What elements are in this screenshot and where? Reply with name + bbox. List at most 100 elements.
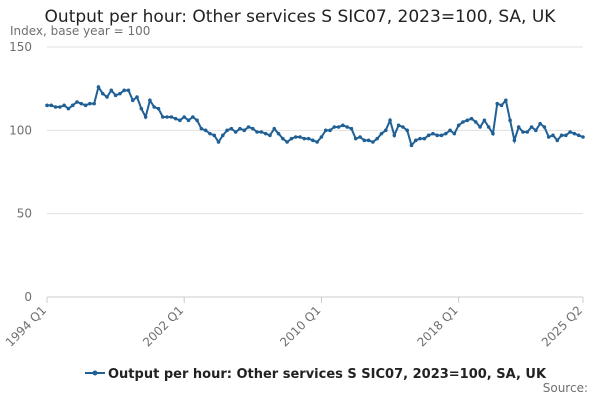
data-point (482, 118, 487, 123)
data-point (538, 121, 542, 126)
data-point (474, 120, 478, 124)
data-point (238, 126, 242, 131)
data-point (401, 125, 405, 129)
data-line (47, 84, 584, 148)
data-point (323, 128, 328, 133)
data-point (208, 131, 212, 136)
data-point (293, 135, 298, 139)
data-point (225, 128, 229, 133)
chart-title: Output per hour: Other services S SIC07,… (45, 7, 557, 27)
data-point (246, 125, 251, 129)
data-point (100, 91, 105, 96)
data-point (92, 101, 96, 106)
data-point (349, 126, 354, 131)
data-point (341, 123, 345, 128)
data-point (255, 130, 259, 134)
data-point (512, 138, 517, 143)
data-point (289, 136, 294, 141)
data-point (182, 115, 187, 119)
data-point (362, 138, 367, 143)
data-point (212, 133, 217, 138)
data-point (53, 105, 58, 109)
y-axis-label: Index, base year = 100 (10, 24, 150, 38)
data-point (62, 103, 66, 108)
data-point (96, 85, 101, 89)
data-point (435, 133, 440, 138)
data-point (345, 125, 349, 129)
data-point (379, 131, 384, 136)
data-point (315, 140, 319, 144)
data-point (332, 125, 337, 129)
x-tick-label: 2002 Q1 (140, 303, 186, 349)
data-point (268, 133, 272, 138)
data-point (88, 101, 92, 106)
data-point (564, 133, 568, 138)
legend-label: Output per hour: Other services S SIC07,… (108, 367, 547, 382)
data-point (542, 125, 547, 129)
data-point (135, 95, 139, 99)
data-point (559, 133, 564, 138)
data-point (139, 106, 144, 111)
data-point (568, 130, 572, 134)
data-point (281, 136, 285, 141)
data-point (469, 116, 474, 121)
y-tick-label: 0 (24, 290, 32, 304)
data-point (452, 131, 457, 136)
data-point (448, 128, 452, 133)
data-point (431, 131, 435, 136)
data-point (122, 88, 126, 93)
y-tick-label: 50 (17, 207, 32, 221)
data-point (409, 143, 414, 148)
data-point (504, 98, 508, 103)
data-point (251, 126, 255, 131)
data-point (396, 123, 401, 128)
data-point (130, 98, 135, 103)
data-point (319, 135, 324, 139)
data-point (336, 125, 341, 129)
data-point (45, 103, 49, 108)
data-point (328, 128, 332, 133)
data-point (555, 138, 560, 143)
data-point (461, 120, 465, 124)
data-point (508, 118, 512, 123)
data-point (105, 95, 109, 99)
data-point (576, 133, 581, 138)
data-point (353, 136, 358, 141)
data-point (551, 133, 555, 138)
data-point (165, 115, 169, 119)
data-point (392, 133, 397, 138)
y-tick-label: 100 (9, 123, 32, 137)
data-point (58, 105, 62, 109)
data-point (358, 135, 362, 139)
data-point (216, 140, 221, 144)
data-point (199, 126, 204, 131)
data-point (203, 128, 208, 133)
legend-marker (92, 370, 98, 376)
data-point (178, 118, 182, 123)
source: Source: (543, 381, 588, 395)
data-point (169, 115, 174, 119)
data-point (306, 136, 311, 141)
data-point (418, 136, 422, 141)
data-point (426, 133, 431, 138)
data-point (173, 116, 178, 121)
data-point (465, 118, 470, 123)
data-point (383, 128, 388, 133)
data-point (456, 123, 461, 128)
data-point (263, 131, 268, 136)
data-point (405, 128, 409, 133)
data-point (233, 130, 238, 134)
data-point (79, 101, 84, 106)
data-point (118, 91, 122, 96)
data-point (478, 125, 482, 129)
data-point (491, 131, 495, 136)
data-point (229, 126, 234, 131)
data-point (259, 130, 264, 134)
data-point (160, 115, 165, 119)
data-point (572, 131, 577, 136)
data-point (186, 118, 191, 123)
data-point (422, 136, 427, 141)
data-point (70, 103, 75, 108)
data-point (525, 130, 530, 134)
